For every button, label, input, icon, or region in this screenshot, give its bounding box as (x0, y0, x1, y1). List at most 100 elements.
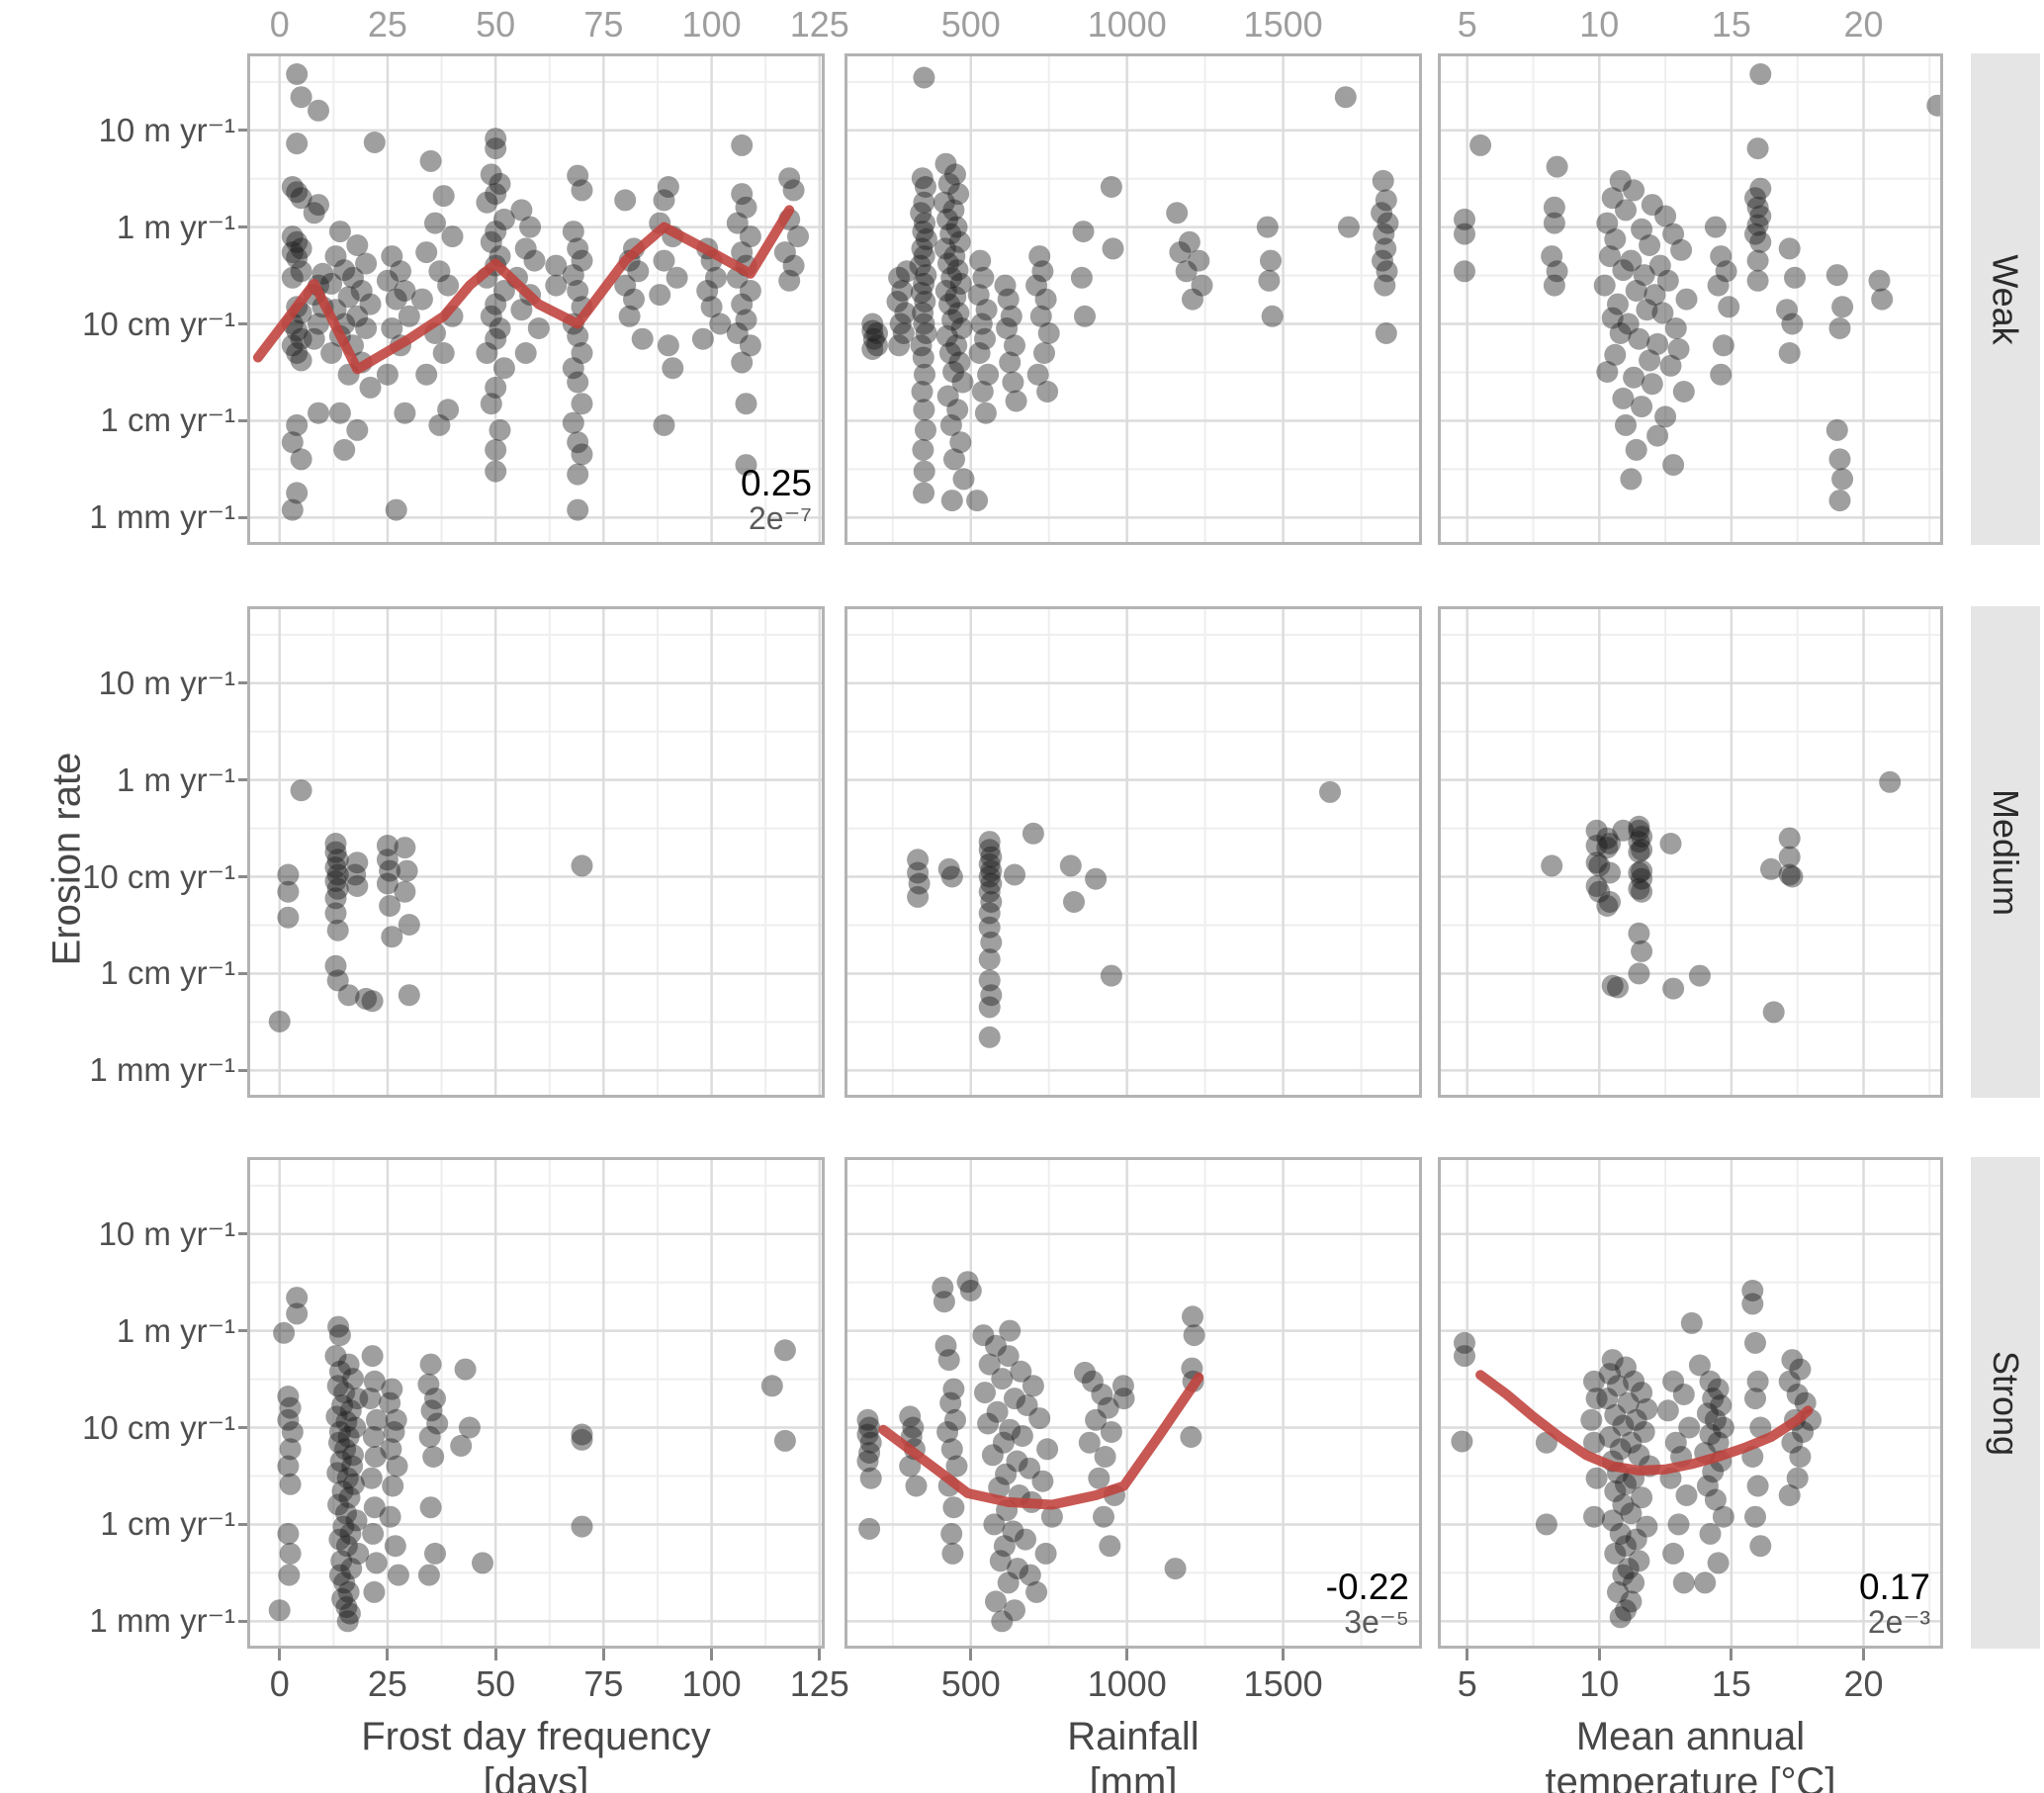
data-point (432, 342, 455, 364)
bottom-axis-label-temp-10: 10 (1579, 1663, 1620, 1704)
data-point (991, 1368, 1014, 1390)
data-point (1778, 1484, 1801, 1506)
data-point (731, 241, 754, 264)
data-point (1631, 825, 1653, 848)
data-point (419, 1496, 442, 1519)
data-point (381, 245, 403, 268)
data-point (337, 1353, 360, 1376)
y-tick-row0-0.1 (238, 322, 250, 326)
data-point (939, 223, 962, 245)
data-point (492, 280, 515, 302)
data-point (1585, 819, 1608, 842)
data-point (324, 833, 347, 854)
data-point (1002, 371, 1024, 394)
data-point (657, 176, 679, 198)
data-point (1585, 852, 1608, 874)
data-point (286, 63, 309, 85)
data-point (1633, 264, 1655, 287)
data-point (861, 338, 884, 360)
data-point (1707, 1431, 1730, 1454)
data-point (1628, 815, 1650, 838)
data-point (739, 334, 761, 357)
data-point (286, 413, 309, 436)
data-point (1022, 1375, 1044, 1397)
data-point (489, 317, 511, 339)
data-point (902, 1416, 925, 1439)
data-point (991, 1610, 1014, 1633)
bottom-axis-label-frost-100: 100 (681, 1663, 742, 1704)
data-point (910, 282, 933, 304)
data-point (441, 225, 464, 248)
data-point (627, 260, 650, 283)
data-point (363, 1370, 386, 1392)
data-point (360, 1467, 383, 1489)
data-point (1781, 313, 1804, 335)
bottom-tick-frost-75 (601, 1649, 605, 1660)
data-point (381, 926, 403, 948)
data-point (1749, 230, 1772, 253)
data-point (1699, 1370, 1722, 1392)
data-point (1659, 354, 1682, 377)
data-point (942, 199, 965, 222)
data-point (1623, 1571, 1645, 1594)
data-point (1580, 1408, 1603, 1431)
data-point (333, 1382, 356, 1404)
data-point (437, 274, 460, 297)
data-point (915, 264, 937, 287)
data-point (1710, 1394, 1733, 1416)
p-value: 2e⁻³ (1867, 1604, 1930, 1641)
data-point (365, 1552, 388, 1574)
panel-canvas-strong-temp (1441, 1160, 1940, 1646)
data-point (1037, 322, 1060, 344)
data-point (324, 245, 347, 268)
data-point (1654, 405, 1677, 428)
data-point (1258, 269, 1281, 292)
data-point (386, 1455, 408, 1478)
data-point (934, 152, 957, 175)
data-point (1631, 867, 1653, 890)
data-point (968, 342, 991, 364)
data-point (1675, 1484, 1698, 1506)
data-point (355, 317, 378, 339)
data-point (1059, 854, 1082, 877)
data-point (279, 1438, 302, 1461)
bottom-axis-label-frost-25: 25 (367, 1663, 407, 1704)
data-point (363, 1580, 386, 1603)
data-point (1022, 822, 1044, 845)
data-point (1100, 176, 1122, 198)
data-point (437, 399, 460, 421)
data-point (1607, 1580, 1629, 1603)
data-point (418, 1426, 441, 1448)
bottom-axis-label-rain-500: 500 (940, 1663, 1001, 1704)
data-point (1746, 249, 1769, 272)
data-point (980, 931, 1003, 953)
data-point (997, 1345, 1020, 1368)
data-point (1746, 214, 1769, 236)
panel-weak-temp (1438, 53, 1943, 545)
data-point (909, 254, 932, 277)
data-point (996, 317, 1019, 339)
data-point (510, 299, 533, 321)
data-point (1778, 863, 1801, 886)
data-point (350, 280, 373, 302)
data-point (346, 852, 369, 874)
data-point (1744, 1505, 1766, 1528)
data-point (980, 846, 1003, 868)
y-tick-row1-0.01 (238, 971, 250, 975)
data-point (1667, 1513, 1690, 1536)
data-point (1646, 424, 1669, 447)
data-point (571, 342, 593, 364)
data-point (308, 313, 329, 335)
data-point (1639, 234, 1661, 256)
x-axis-title-temp: Mean annual temperature [°C] (1545, 1715, 1836, 1793)
data-point (1015, 1528, 1036, 1551)
correlation-value: 0.17 (1858, 1566, 1930, 1607)
data-point (1651, 302, 1674, 324)
data-point (286, 342, 309, 364)
data-point (614, 189, 637, 212)
data-point (492, 357, 515, 380)
data-point (290, 187, 312, 210)
data-point (281, 266, 304, 289)
data-point (1607, 976, 1629, 999)
data-point (277, 1455, 300, 1478)
